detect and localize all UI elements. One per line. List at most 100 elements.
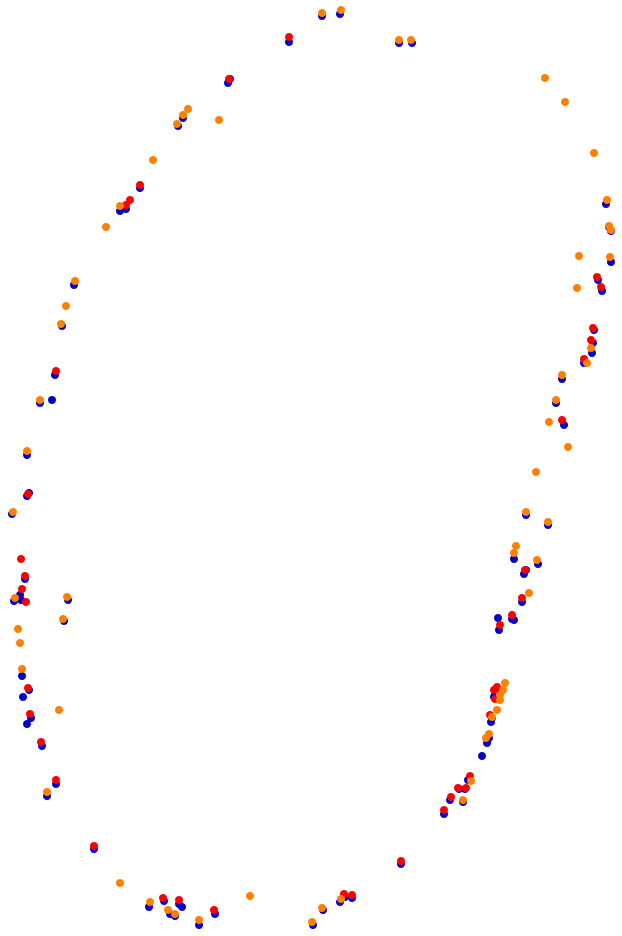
- series-2-point: [210, 906, 218, 914]
- series-3-point: [459, 796, 467, 804]
- series-3-point: [407, 36, 415, 44]
- series-3-point: [308, 918, 316, 926]
- series-1-point: [478, 752, 486, 760]
- series-3-point: [215, 116, 223, 124]
- series-3-point: [59, 615, 67, 623]
- series-3-point: [171, 910, 179, 918]
- series-3-point: [179, 111, 187, 119]
- series-3-point: [575, 252, 583, 260]
- series-3-point: [23, 447, 31, 455]
- series-2-point: [587, 336, 595, 344]
- series-2-point: [447, 793, 455, 801]
- series-1-group: [8, 10, 615, 929]
- series-2-point: [518, 594, 526, 602]
- series-2-point: [508, 611, 516, 619]
- series-2-point: [348, 891, 356, 899]
- series-2-point: [558, 416, 566, 424]
- series-3-point: [11, 594, 19, 602]
- series-2-group: [17, 33, 605, 914]
- series-3-point: [607, 226, 615, 234]
- series-2-point: [37, 738, 45, 746]
- series-3-point: [63, 593, 71, 601]
- series-2-point: [26, 710, 34, 718]
- series-3-point: [195, 916, 203, 924]
- series-3-point: [102, 223, 110, 231]
- series-2-point: [454, 784, 462, 792]
- series-2-point: [589, 324, 597, 332]
- series-3-point: [36, 396, 44, 404]
- series-2-point: [24, 490, 32, 498]
- series-2-point: [440, 806, 448, 814]
- series-3-point: [146, 898, 154, 906]
- series-2-point: [285, 33, 293, 41]
- series-3-point: [173, 120, 181, 128]
- series-3-point: [485, 730, 493, 738]
- series-3-point: [16, 639, 24, 647]
- series-2-point: [21, 572, 29, 580]
- series-1-point: [178, 903, 186, 911]
- series-3-point: [71, 277, 79, 285]
- series-2-point: [159, 894, 167, 902]
- series-3-point: [184, 105, 192, 113]
- series-2-point: [90, 842, 98, 850]
- series-2-point: [593, 273, 601, 281]
- series-3-point: [545, 418, 553, 426]
- series-2-point: [175, 896, 183, 904]
- series-3-point: [544, 518, 552, 526]
- series-3-point: [590, 149, 598, 157]
- series-3-point: [116, 879, 124, 887]
- series-2-point: [521, 566, 529, 574]
- series-3-point: [62, 302, 70, 310]
- series-2-point: [496, 621, 504, 629]
- series-3-point: [573, 284, 581, 292]
- series-3-point: [14, 625, 22, 633]
- series-2-point: [17, 555, 25, 563]
- series-3-point: [541, 74, 549, 82]
- series-3-point: [561, 98, 569, 106]
- series-3-point: [587, 344, 595, 352]
- series-3-point: [164, 906, 172, 914]
- series-2-point: [22, 598, 30, 606]
- series-3-point: [337, 6, 345, 14]
- series-2-point: [462, 784, 470, 792]
- series-3-point: [9, 508, 17, 516]
- series-3-point: [318, 904, 326, 912]
- series-3-point: [512, 542, 520, 550]
- series-2-point: [24, 684, 32, 692]
- series-3-group: [9, 6, 615, 926]
- series-3-point: [246, 892, 254, 900]
- series-3-point: [499, 686, 507, 694]
- series-3-point: [532, 468, 540, 476]
- series-2-point: [52, 367, 60, 375]
- series-3-point: [501, 679, 509, 687]
- series-3-point: [493, 706, 501, 714]
- series-3-point: [564, 443, 572, 451]
- series-3-point: [116, 202, 124, 210]
- series-1-point: [510, 555, 518, 563]
- series-3-point: [552, 396, 560, 404]
- series-3-point: [467, 777, 475, 785]
- series-1-point: [48, 396, 56, 404]
- series-2-point: [52, 776, 60, 784]
- series-3-point: [318, 9, 326, 17]
- series-3-point: [606, 253, 614, 261]
- series-2-point: [397, 857, 405, 865]
- series-2-point: [122, 201, 130, 209]
- series-3-point: [603, 196, 611, 204]
- series-3-point: [337, 895, 345, 903]
- series-3-point: [510, 549, 518, 557]
- series-2-point: [490, 686, 498, 694]
- series-2-point: [18, 585, 26, 593]
- series-3-point: [43, 788, 51, 796]
- series-1-point: [18, 672, 26, 680]
- series-3-point: [558, 371, 566, 379]
- series-3-point: [57, 320, 65, 328]
- series-3-point: [533, 556, 541, 564]
- series-3-point: [18, 665, 26, 673]
- series-3-point: [525, 589, 533, 597]
- series-3-point: [149, 156, 157, 164]
- series-3-point: [55, 706, 63, 714]
- series-2-point: [225, 75, 233, 83]
